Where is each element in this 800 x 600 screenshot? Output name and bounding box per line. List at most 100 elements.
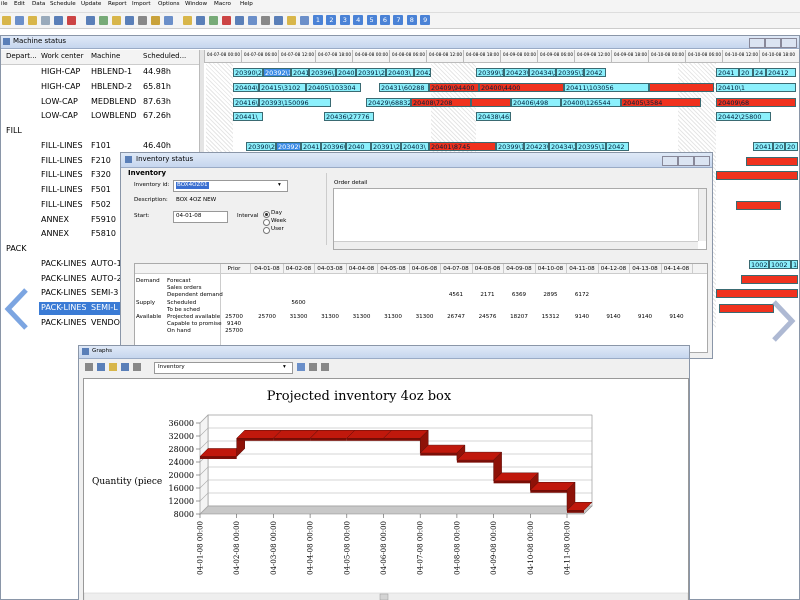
gantt-bar[interactable] — [719, 304, 774, 313]
gantt-bar[interactable] — [649, 82, 714, 92]
gantt-bar[interactable]: 20405\103304 — [306, 82, 361, 92]
table-cell[interactable]: AUTO-1 — [91, 258, 122, 268]
toolbar-button[interactable] — [287, 16, 296, 25]
table-cell[interactable]: ANNEX — [41, 214, 69, 224]
gantt-bar[interactable]: 20390\2 — [246, 141, 276, 151]
gantt-bar[interactable]: 2042 — [606, 141, 629, 151]
table-cell[interactable]: F501 — [91, 185, 111, 194]
menu-item[interactable]: Update — [81, 1, 102, 7]
radio-label[interactable]: Week — [271, 218, 287, 224]
gantt-bar[interactable]: 20390\2 — [233, 68, 263, 77]
gantt-bar[interactable]: 20404\ — [233, 82, 259, 92]
quick-button[interactable]: 3 — [339, 15, 350, 25]
column-header[interactable]: Machine — [91, 52, 121, 60]
table-cell[interactable]: ANNEX — [41, 229, 69, 239]
menu-item[interactable]: Edit — [14, 1, 25, 7]
gantt-bar[interactable]: 20400\126544 — [561, 97, 621, 107]
toolbar-button[interactable] — [112, 16, 121, 25]
column-header[interactable]: Depart... — [6, 52, 37, 60]
table-cell[interactable]: FILL-LINES — [41, 155, 83, 165]
gantt-bar[interactable] — [736, 200, 781, 210]
menu-item[interactable]: Import — [132, 1, 151, 7]
quick-button[interactable]: 8 — [406, 15, 417, 25]
gantt-bar[interactable]: 20 — [785, 141, 798, 151]
table-cell[interactable]: LOW-CAP — [41, 96, 78, 106]
toolbar-button[interactable] — [109, 363, 117, 371]
gantt-bar[interactable]: 1 — [791, 259, 798, 269]
table-cell[interactable]: PACK-LINES — [41, 273, 87, 283]
gantt-bar[interactable]: 2041 — [291, 68, 309, 77]
order-detail-list[interactable] — [333, 188, 707, 250]
gantt-bar[interactable] — [716, 171, 798, 181]
table-cell[interactable]: HIGH-CAP — [41, 67, 81, 76]
table-cell[interactable]: FILL-LINES — [41, 170, 83, 180]
gantt-bar[interactable] — [716, 289, 798, 299]
table-cell[interactable]: FILL-LINES — [41, 199, 83, 209]
toolbar-button[interactable] — [196, 16, 205, 25]
table-cell[interactable]: PACK — [6, 244, 27, 253]
toolbar-button[interactable] — [151, 16, 160, 25]
table-cell[interactable]: F502 — [91, 199, 111, 209]
table-cell[interactable]: AUTO-2 — [91, 273, 122, 283]
gantt-bar[interactable]: 20395\1 — [576, 141, 606, 151]
table-cell[interactable]: F210 — [91, 155, 111, 165]
toolbar-button[interactable] — [85, 363, 93, 371]
toolbar-button[interactable] — [138, 16, 147, 25]
gantt-bar[interactable]: 20391\20 — [356, 68, 386, 77]
table-cell[interactable]: SEMI-L — [91, 303, 118, 312]
column-header[interactable]: Scheduled... — [143, 52, 187, 60]
table-cell[interactable]: F5910 — [91, 214, 116, 224]
nav-left-arrow[interactable] — [2, 288, 32, 330]
radio-button[interactable] — [263, 219, 270, 226]
gantt-bar[interactable]: 20412 — [766, 68, 796, 77]
gantt-bar[interactable]: 20396\1 — [321, 141, 346, 151]
gantt-bar[interactable]: 20408\7208 — [411, 97, 471, 107]
gantt-bar[interactable]: 24 — [753, 68, 766, 77]
gantt-bar[interactable]: 20411\103056 — [564, 82, 649, 92]
table-cell[interactable]: HBLEND-1 — [91, 67, 133, 76]
toolbar-button[interactable] — [300, 16, 309, 25]
table-cell[interactable]: 65.81h — [143, 81, 171, 91]
menu-item[interactable]: ile — [1, 1, 8, 7]
gantt-bar[interactable]: 20441\ — [233, 112, 263, 122]
gantt-bar[interactable]: 20396\1 — [309, 68, 336, 77]
minimize-button[interactable] — [662, 156, 678, 166]
menu-item[interactable]: Report — [108, 1, 127, 7]
menu-item[interactable]: Data — [32, 1, 46, 7]
gantt-bar[interactable]: 20429\68832 — [366, 97, 411, 107]
quick-button[interactable]: 7 — [393, 15, 404, 25]
gantt-bar[interactable]: 20434\2 — [549, 141, 576, 151]
table-cell[interactable]: HIGH-CAP — [41, 81, 81, 91]
scrollbar[interactable] — [334, 241, 698, 249]
table-cell[interactable]: MEDBLEND — [91, 96, 137, 106]
gantt-bar[interactable] — [741, 274, 798, 284]
table-cell[interactable]: FILL-LINES — [41, 140, 83, 150]
table-cell[interactable]: 87.63h — [143, 96, 171, 106]
gantt-bar[interactable]: 20405\3584 — [621, 97, 701, 107]
gantt-bar[interactable]: 20415\3102 — [259, 82, 306, 92]
gantt-bar[interactable]: 20392\1 — [263, 68, 291, 77]
start-input[interactable]: 04-01-08 — [173, 211, 228, 223]
toolbar-button[interactable] — [321, 363, 329, 371]
quick-button[interactable]: 9 — [420, 15, 431, 25]
quick-button[interactable]: 5 — [366, 15, 377, 25]
table-cell[interactable]: F320 — [91, 170, 111, 180]
table-cell[interactable]: PACK-LINES — [41, 288, 87, 298]
gantt-bar[interactable]: 20393\150096 — [259, 97, 331, 107]
quick-button[interactable]: 4 — [353, 15, 364, 25]
gantt-bar[interactable]: 1002 — [769, 259, 791, 269]
toolbar-button[interactable] — [28, 16, 37, 25]
gantt-bar[interactable]: 20423\ — [524, 141, 549, 151]
radio-button[interactable] — [263, 227, 270, 234]
radio-button[interactable] — [263, 211, 270, 218]
table-cell[interactable]: PACK-LINES — [41, 258, 87, 268]
toolbar-button[interactable] — [99, 16, 108, 25]
quick-button[interactable]: 1 — [313, 15, 323, 25]
quick-button[interactable]: 2 — [326, 15, 337, 25]
table-cell[interactable]: VENDOR — [91, 317, 126, 327]
gantt-bar[interactable]: 20416\ — [233, 97, 259, 107]
table-cell[interactable]: HBLEND-2 — [91, 81, 133, 91]
toolbar-button[interactable] — [133, 363, 141, 371]
maximize-button[interactable] — [765, 38, 781, 48]
table-cell[interactable]: F101 — [91, 140, 111, 150]
